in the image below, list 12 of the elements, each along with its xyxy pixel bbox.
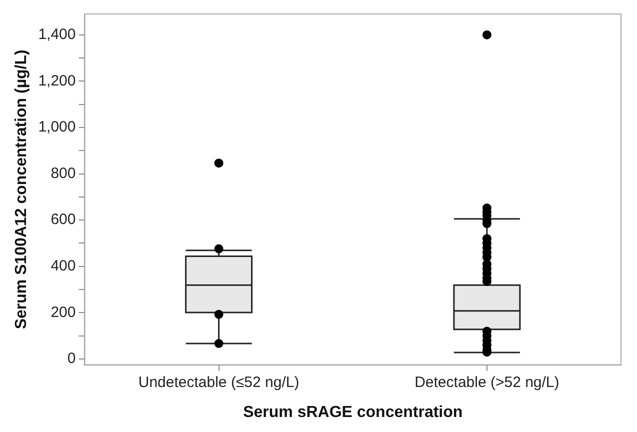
y-tick-label: 1,200 (38, 72, 76, 90)
y-tick-label: 600 (50, 211, 76, 228)
x-axis-title: Serum sRAGE concentration (243, 404, 463, 421)
y-tick-label: 200 (50, 304, 76, 321)
y-tick-label: 1,000 (38, 118, 76, 136)
x-tick-label: Detectable (>52 ng/L) (414, 374, 560, 391)
y-tick-label: 1,400 (38, 26, 76, 43)
y-tick-label: 800 (50, 164, 76, 182)
y-tick-label: 0 (67, 350, 76, 368)
x-tick-label: Undetectable (≤52 ng/L) (138, 374, 300, 391)
y-axis-title: Serum S100A12 concentration (µg/L) (13, 50, 30, 330)
y-tick-label: 400 (50, 258, 76, 275)
